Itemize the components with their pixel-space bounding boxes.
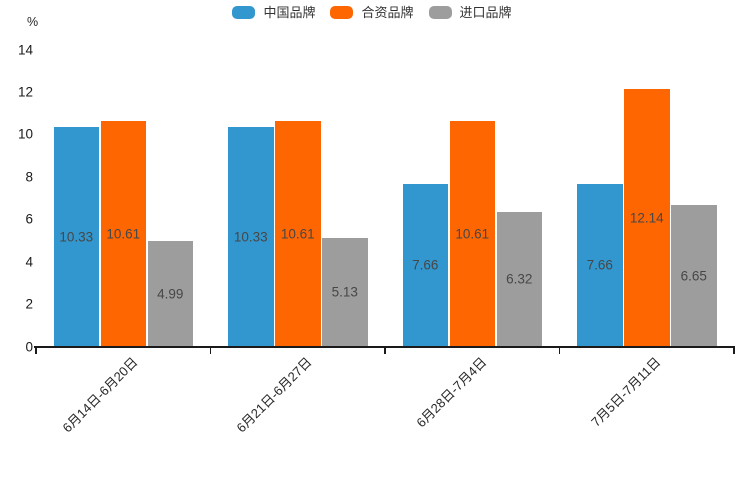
bar-中国品牌-6月21日-6月27日[interactable] (228, 127, 274, 347)
legend-label: 合资品牌 (361, 5, 414, 20)
bar-value-label: 5.13 (331, 284, 358, 300)
x-axis-tick (35, 347, 37, 354)
bar-value-label: 10.33 (59, 229, 94, 245)
y-tick-label: 2 (25, 296, 33, 312)
y-tick-label: 4 (25, 254, 33, 270)
legend-swatch-icon (428, 6, 452, 19)
legend-swatch-icon (232, 6, 256, 19)
y-axis-unit-label: % (27, 15, 39, 29)
legend-item-2[interactable]: 进口品牌 (428, 5, 512, 20)
x-axis-tick (209, 347, 212, 354)
legend-label: 中国品牌 (263, 5, 316, 20)
x-axis-label: 7月5日-7月11日 (588, 354, 664, 430)
bar-进口品牌-6月21日-6月27日[interactable] (322, 237, 368, 347)
bar-value-label: 4.99 (157, 286, 184, 302)
bar-value-label: 6.65 (680, 268, 707, 284)
y-tick-label: 10 (17, 126, 33, 142)
bar-value-label: 10.33 (233, 229, 268, 245)
bar-value-label: 12.14 (629, 210, 664, 226)
bar-中国品牌-6月14日-6月20日[interactable] (53, 127, 99, 347)
bar-合资品牌-6月14日-6月20日[interactable] (100, 121, 146, 347)
x-axis-label: 6月28日-7月4日 (413, 354, 490, 431)
y-tick-label: 12 (17, 84, 33, 100)
x-axis-label: 6月14日-6月20日 (59, 354, 141, 436)
y-tick-label: 6 (25, 211, 33, 227)
bar-value-label: 7.66 (586, 257, 613, 273)
bar-合资品牌-7月5日-7月11日[interactable] (624, 88, 670, 347)
y-tick-label: 0 (25, 339, 33, 354)
bar-合资品牌-6月21日-6月27日[interactable] (275, 121, 321, 347)
legend-item-0[interactable]: 中国品牌 (232, 6, 315, 19)
x-axis-tick (384, 347, 386, 354)
bar-value-label: 7.66 (412, 257, 439, 273)
y-tick-label: 8 (25, 169, 33, 185)
bar-value-label: 6.32 (506, 271, 533, 287)
bar-进口品牌-6月28日-7月4日[interactable] (496, 212, 542, 347)
bar-进口品牌-6月14日-6月20日[interactable] (147, 240, 193, 347)
bar-中国品牌-6月28日-7月4日[interactable] (402, 183, 448, 347)
bar-合资品牌-6月28日-7月4日[interactable] (449, 121, 495, 347)
legend-item-1[interactable]: 合资品牌 (330, 5, 414, 20)
bar-进口品牌-7月5日-7月11日[interactable] (671, 205, 717, 347)
bar-value-label: 10.61 (280, 226, 315, 242)
bar-value-label: 10.61 (455, 226, 490, 242)
x-axis-line (34, 345, 735, 348)
bar-value-label: 10.61 (106, 226, 141, 242)
legend-label: 进口品牌 (459, 5, 512, 20)
legend-swatch-icon (330, 6, 354, 19)
x-axis-tick (733, 347, 735, 354)
legend: 中国品牌 合资品牌 进口品牌 (0, 6, 744, 19)
x-axis-tick (558, 347, 561, 354)
bar-中国品牌-7月5日-7月11日[interactable] (577, 183, 623, 347)
x-axis-label: 6月21日-6月27日 (233, 354, 315, 436)
y-tick-label: 14 (17, 42, 33, 57)
